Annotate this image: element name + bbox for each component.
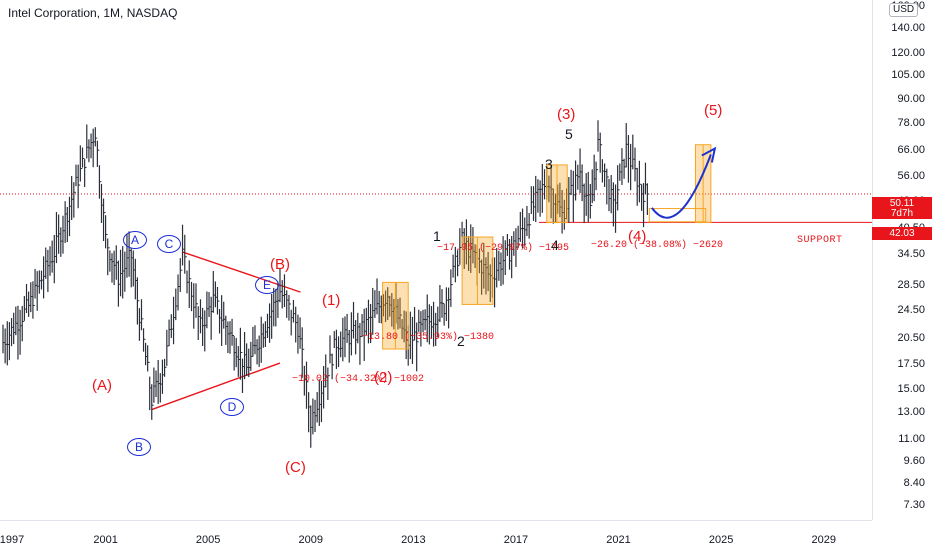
price-tick: 11.00 [898,432,925,445]
support-label: SUPPORT [797,235,843,246]
annotation-lines [0,193,872,411]
wave-label-C-big: (C) [285,459,306,476]
date-tick: 1997 [0,534,25,546]
last-price-badge: 50.11 7d7h [872,197,932,219]
date-axis[interactable] [0,520,872,551]
projection-arrowhead [701,146,717,163]
date-tick: 2017 [503,534,529,546]
price-tick: 90.00 [897,93,925,106]
price-tick: 56.00 [897,170,925,183]
date-tick: 2029 [811,534,836,546]
countdown-value: 7d7h [890,208,914,219]
date-tick: 2021 [606,534,631,546]
last-price-value: 50.11 [889,198,915,209]
price-tick: 7.30 [903,499,925,512]
wave-label-2-big: (2) [374,369,393,386]
price-tick: 9.60 [903,454,925,467]
triangle-label-E: E [255,276,279,294]
wave-label-B-big: (B) [270,256,290,273]
date-tick: 2025 [708,534,734,546]
measure-label-1: −10.02 (−34.32%) −1002 [292,374,425,385]
triangle-label-C: C [157,235,181,253]
measure-label-2: −13.80 (−35.93%) −1380 [362,332,495,343]
date-tick: 2001 [93,534,118,546]
fib-box-4-base [648,208,707,223]
triangle-label-D: D [220,398,244,416]
triangle-label-A: A [123,231,147,249]
projection-curve [651,154,712,219]
date-tick: 2013 [401,534,426,546]
price-bars [2,120,650,448]
wave-label-3-big: (3) [557,106,576,123]
currency-badge[interactable]: USD [889,3,919,17]
price-tick: 34.50 [897,248,925,261]
measure-label-3: −17.95 (−29.97%) −1795 [437,243,570,254]
date-tick: 2009 [298,534,323,546]
wave-label-4-big: (4) [628,228,647,245]
date-tick: 2005 [195,534,221,546]
price-tick: 24.50 [897,303,925,316]
price-tick: 8.40 [903,476,925,489]
wave-label-1-big: (1) [322,292,341,309]
subwave-label-4: 4 [551,237,559,253]
wave-label-A-big: (A) [92,377,112,394]
price-tick: 78.00 [897,116,925,129]
subwave-label-5: 5 [565,126,573,142]
price-tick: 28.50 [897,279,925,292]
price-tick: 140.00 [891,22,925,35]
price-tick: 120.00 [891,46,925,59]
measure-label-4: −26.20 (−38.08%) −2620 [591,240,724,251]
subwave-label-2: 2 [457,333,465,349]
price-tick: 20.50 [897,332,925,345]
price-tick: 105.00 [891,68,925,81]
price-tick: 17.50 [897,357,925,370]
price-tick: 170.00 [875,0,925,3]
wave-label-5-big: (5) [704,102,723,119]
support-price-badge: 42.03 [872,227,932,240]
triangle-upper-line [182,251,301,293]
symbol-title[interactable]: Intel Corporation, 1M, NASDAQ [8,6,178,20]
projection-overlay [382,144,717,350]
triangle-label-B: B [127,438,151,456]
price-axis[interactable] [872,0,932,520]
triangle-lower-line [151,362,281,411]
subwave-label-3: 3 [545,156,553,172]
subwave-label-1: 1 [433,228,441,244]
price-tick: 66.00 [897,143,925,156]
price-tick: 15.00 [897,382,925,395]
price-tick: 13.00 [897,405,925,418]
